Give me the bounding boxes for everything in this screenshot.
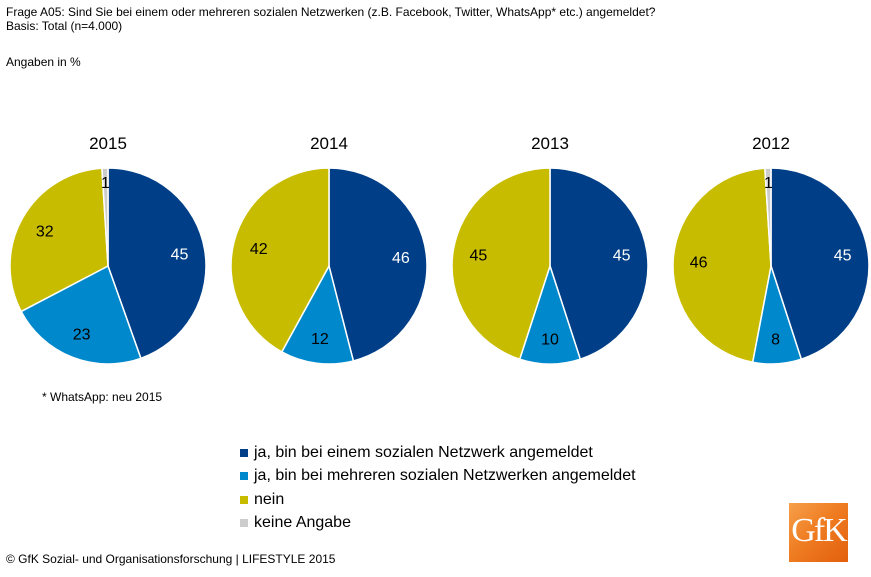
legend-item-nein: nein — [240, 488, 636, 512]
legend-swatch — [240, 448, 248, 457]
pie-charts: 2015 45 23 32 1 2014 46 12 42 2013 45 10 45 2012 45 8 46… — [9, 134, 870, 365]
slice-value-label: 46 — [690, 254, 708, 271]
legend-label: ja, bin bei mehreren sozialen Netzwerken… — [254, 467, 636, 485]
legend-label: nein — [254, 490, 285, 508]
pie-2015: 2015 45 23 32 1 — [9, 134, 207, 365]
pie-slice — [549, 167, 649, 361]
legend-item-keine-angabe: keine Angabe — [240, 512, 636, 536]
slice-value-label: 10 — [541, 332, 559, 349]
slice-value-label: 45 — [613, 248, 631, 265]
legend: ja, bin bei einem sozialen Netzwerk ange… — [240, 441, 636, 535]
slice-value-label: 1 — [101, 175, 110, 192]
pie-slice — [280, 263, 355, 365]
pie-slice — [328, 167, 428, 362]
pie-slice — [451, 167, 551, 361]
unit-label: Angaben in % — [6, 55, 81, 69]
pie-slice — [20, 264, 142, 365]
legend-item-ja-mehreren: ja, bin bei mehreren sozialen Netzwerken… — [240, 465, 636, 489]
slice-value-label: 1 — [764, 175, 773, 192]
chart-header: Frage A05: Sind Sie bei einem oder mehre… — [6, 5, 655, 33]
slice-value-label: 8 — [771, 331, 780, 348]
pie-slice — [764, 167, 772, 267]
slice-value-label: 42 — [250, 241, 268, 258]
pie-2013: 2013 45 10 45 — [451, 134, 649, 365]
legend-label: keine Angabe — [254, 514, 351, 532]
gfk-logo: GfK — [789, 503, 848, 562]
pie-slice — [101, 167, 109, 267]
pie-2012: 2012 45 8 46 1 — [672, 134, 870, 365]
pie-slice — [770, 167, 870, 361]
pie-slice — [672, 167, 772, 364]
footnote: * WhatsApp: neu 2015 — [42, 390, 163, 404]
legend-swatch — [240, 519, 248, 528]
pie-title: 2015 — [89, 134, 127, 153]
pie-title: 2013 — [531, 134, 569, 153]
slice-value-label: 32 — [36, 223, 54, 240]
slice-value-label: 45 — [834, 248, 852, 265]
logo-text: GfK — [791, 512, 847, 549]
pie-slice — [107, 167, 207, 360]
copyright-footer: © GfK Sozial- und Organisationsforschung… — [6, 552, 336, 566]
pie-slice — [230, 167, 330, 353]
pie-title: 2014 — [310, 134, 348, 153]
basis-text: Basis: Total (n=4.000) — [6, 19, 123, 33]
legend-label: ja, bin bei einem sozialen Netzwerk ange… — [254, 443, 593, 461]
slice-value-label: 23 — [73, 327, 91, 344]
legend-swatch — [240, 472, 248, 481]
legend-item-ja-einem: ja, bin bei einem sozialen Netzwerk ange… — [240, 441, 636, 465]
pie-slice — [9, 167, 109, 313]
question-text: Frage A05: Sind Sie bei einem oder mehre… — [6, 5, 656, 19]
slice-value-label: 45 — [171, 247, 189, 264]
slice-value-label: 12 — [311, 331, 329, 348]
pie-title: 2012 — [752, 134, 790, 153]
slice-value-label: 46 — [392, 250, 410, 267]
legend-swatch — [240, 495, 248, 504]
slice-value-label: 45 — [470, 248, 488, 265]
pie-2014: 2014 46 12 42 — [230, 134, 428, 365]
